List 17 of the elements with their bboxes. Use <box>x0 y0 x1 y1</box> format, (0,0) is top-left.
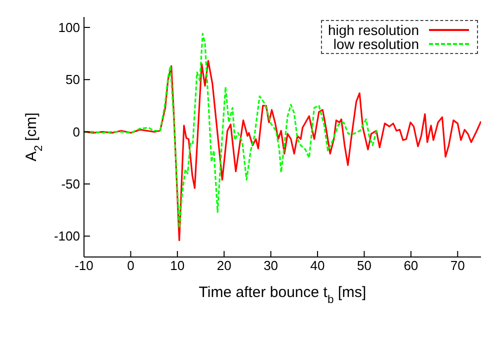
x-tick-label: 20 <box>216 258 232 274</box>
y-tick-label: 100 <box>58 20 80 36</box>
y-tick-label: -50 <box>61 176 80 192</box>
x-tick-label: -10 <box>74 258 94 274</box>
x-tick-label: 40 <box>310 258 325 274</box>
x-tick-label: 10 <box>170 258 185 274</box>
x-tick-label: 50 <box>357 258 372 274</box>
legend-label: high resolution <box>328 22 419 38</box>
y-tick-label: 50 <box>66 72 80 88</box>
x-tick-label: 0 <box>127 258 134 274</box>
y-tick-label: 0 <box>72 124 80 140</box>
x-tick-label: 70 <box>450 258 465 274</box>
x-tick-label: 60 <box>404 258 418 274</box>
y-tick-label: -100 <box>54 228 80 244</box>
x-axis-title: Time after bounce t$_{b}$ [ms] <box>198 284 366 306</box>
x-tick-label: 30 <box>264 258 278 274</box>
line-series <box>84 60 481 242</box>
